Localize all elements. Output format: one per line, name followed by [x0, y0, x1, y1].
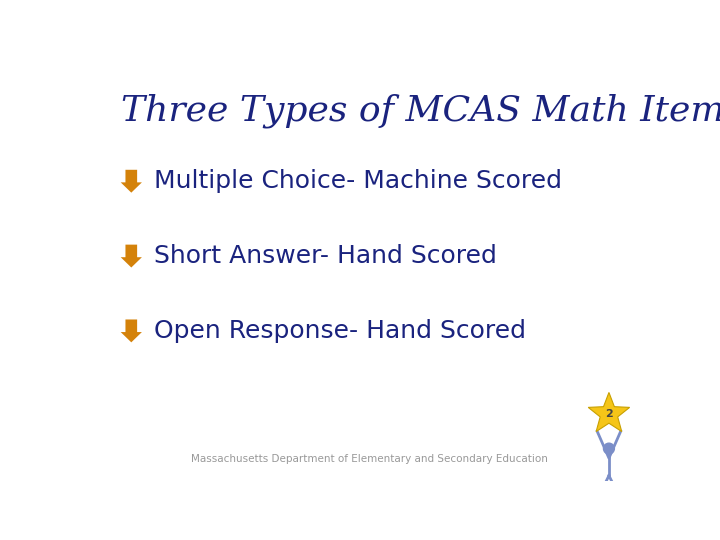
Text: Short Answer- Hand Scored: Short Answer- Hand Scored: [154, 244, 497, 268]
Text: Open Response- Hand Scored: Open Response- Hand Scored: [154, 319, 526, 343]
Polygon shape: [121, 320, 142, 342]
Text: Massachusetts Department of Elementary and Secondary Education: Massachusetts Department of Elementary a…: [191, 454, 547, 464]
Polygon shape: [121, 245, 142, 267]
Text: Three Types of MCAS Math Items: Three Types of MCAS Math Items: [121, 94, 720, 129]
Polygon shape: [121, 170, 142, 193]
Text: Multiple Choice- Machine Scored: Multiple Choice- Machine Scored: [154, 169, 562, 193]
Polygon shape: [588, 393, 629, 431]
Text: 2: 2: [605, 409, 613, 419]
Ellipse shape: [603, 443, 614, 454]
